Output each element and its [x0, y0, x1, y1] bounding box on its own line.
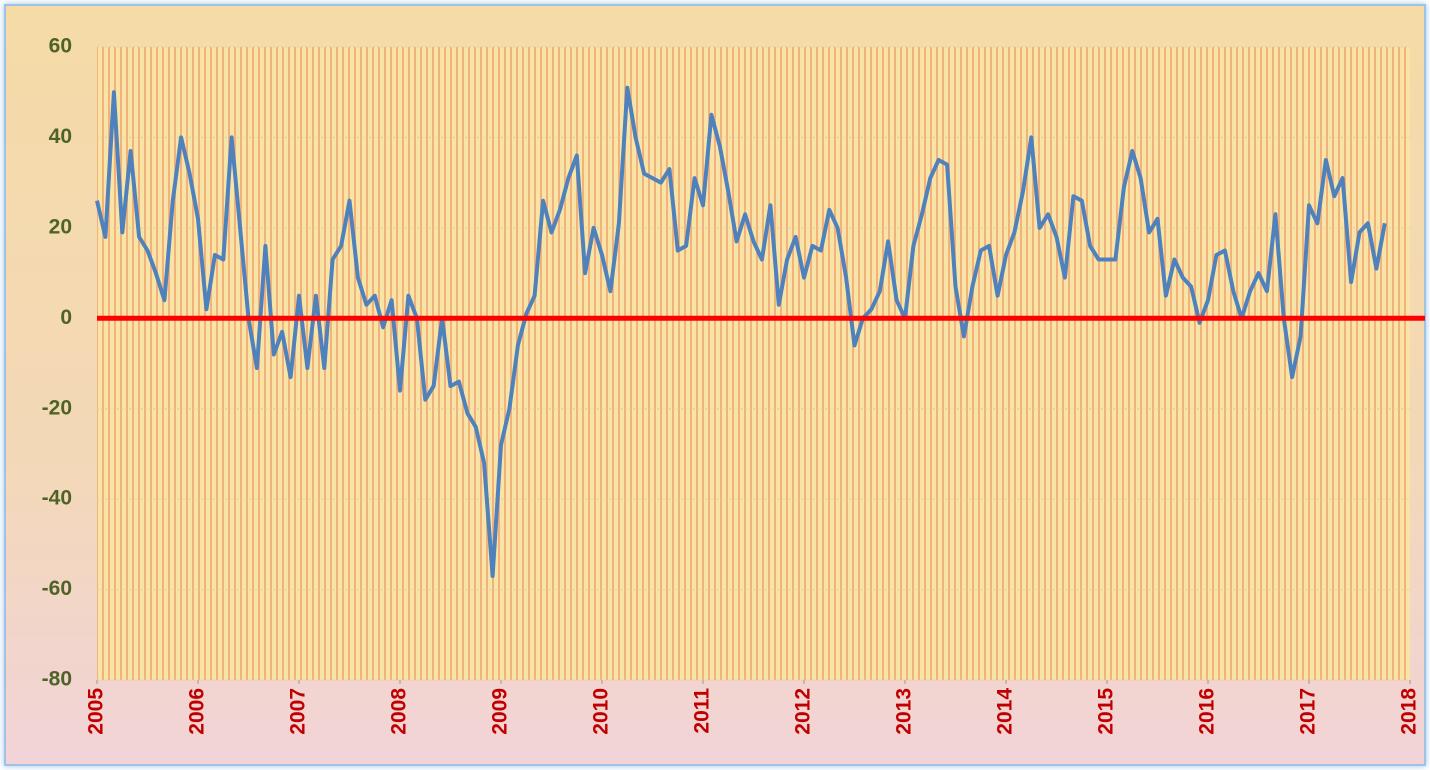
x-tick-label: 2005: [85, 688, 108, 735]
y-tick-label: 0: [60, 306, 72, 329]
y-tick-label: -60: [42, 577, 72, 600]
x-tick-label: 2010: [590, 688, 613, 735]
x-tick-label: 2008: [388, 688, 411, 735]
x-tick-label: 2018: [1398, 688, 1421, 735]
x-tick-label: 2006: [186, 688, 209, 735]
x-tick-label: 2007: [287, 688, 310, 735]
x-tick-label: 2017: [1297, 688, 1320, 735]
y-tick-label: -40: [42, 487, 72, 510]
x-tick-label: 2014: [994, 688, 1017, 735]
x-tick-label: 2013: [893, 688, 916, 735]
series-line: [95, 85, 1387, 578]
y-tick-label: -20: [42, 396, 72, 419]
y-tick-label: 60: [49, 35, 72, 58]
y-tick-label: 40: [49, 125, 72, 148]
x-tick-label: 2011: [691, 688, 714, 734]
x-tick-label: 2009: [489, 688, 512, 735]
y-tick-label: -80: [42, 668, 72, 691]
plot-area: [97, 47, 1410, 680]
x-tick-label: 2016: [1196, 688, 1219, 735]
y-tick-label: 20: [49, 215, 72, 238]
x-tick-label: 2015: [1095, 688, 1118, 735]
x-tick-label: 2012: [792, 688, 815, 735]
